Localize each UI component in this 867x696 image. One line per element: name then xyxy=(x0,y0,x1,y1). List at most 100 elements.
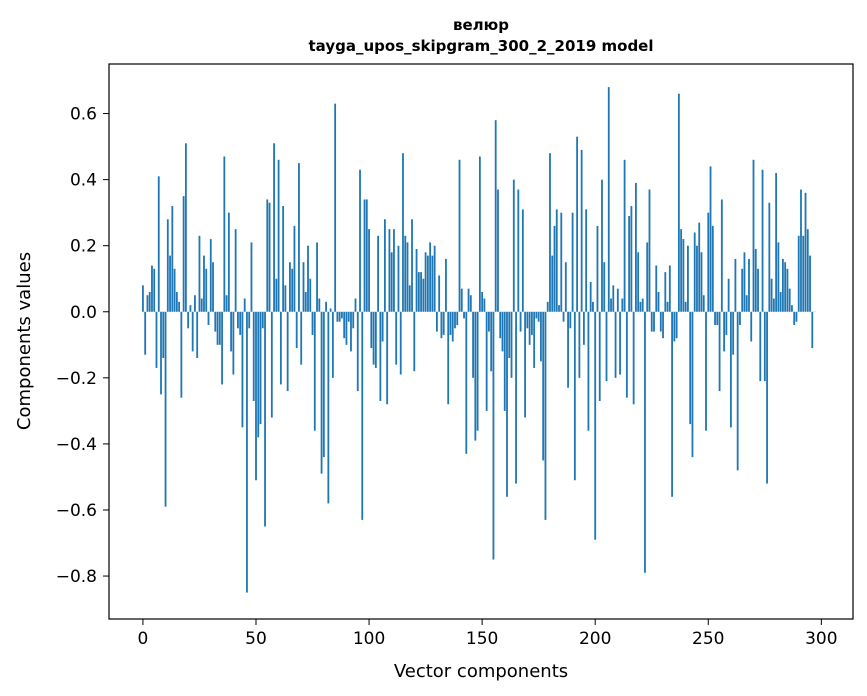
bar xyxy=(372,311,375,365)
x-axis: 0 50 100 150 200 250 300 xyxy=(138,619,838,649)
bar xyxy=(194,295,196,312)
y-tick-label: −0.2 xyxy=(56,369,97,389)
bar xyxy=(336,311,339,322)
y-tick-label: 0.4 xyxy=(70,171,97,191)
bar xyxy=(248,311,251,329)
y-tick-label: −0.4 xyxy=(56,435,97,455)
bar xyxy=(644,311,646,573)
bar xyxy=(639,301,642,312)
bar xyxy=(587,311,590,431)
bar xyxy=(517,189,520,312)
bar xyxy=(791,305,793,312)
bar xyxy=(614,311,617,378)
chart-title-line2: tayga_upos_skipgram_300_2_2019 model xyxy=(309,37,654,55)
bar xyxy=(668,265,671,312)
bar xyxy=(537,311,540,322)
bar xyxy=(431,255,434,312)
bar xyxy=(616,288,619,312)
bar xyxy=(779,291,782,312)
bar xyxy=(307,245,309,312)
bar xyxy=(533,311,536,368)
bar xyxy=(601,179,603,312)
bar xyxy=(718,311,721,392)
y-tick-label: −0.8 xyxy=(56,567,97,587)
bar xyxy=(705,311,707,431)
bar xyxy=(230,311,233,352)
bar xyxy=(770,278,773,312)
y-tick-label: 0.0 xyxy=(70,303,97,323)
bar xyxy=(664,272,667,312)
bar xyxy=(413,311,416,372)
bar xyxy=(526,311,529,329)
bar xyxy=(277,159,280,312)
bar xyxy=(144,311,147,355)
bar xyxy=(304,291,307,312)
bar xyxy=(447,311,450,405)
bar xyxy=(478,156,481,312)
bar xyxy=(777,242,780,312)
bar xyxy=(343,311,346,339)
x-tick-label: 50 xyxy=(245,629,267,649)
bar xyxy=(623,159,626,312)
bar xyxy=(582,311,585,345)
bar xyxy=(261,311,264,329)
bar xyxy=(390,252,393,312)
bar xyxy=(184,143,187,312)
bar xyxy=(488,311,490,332)
bar xyxy=(673,311,676,342)
bar xyxy=(508,311,511,359)
x-tick-label: 0 xyxy=(138,629,149,649)
bar xyxy=(549,153,551,312)
bar xyxy=(619,311,621,375)
bar xyxy=(727,278,730,312)
bar xyxy=(759,311,762,382)
bar xyxy=(232,311,235,375)
bar xyxy=(628,215,631,312)
bar xyxy=(494,120,497,312)
x-tick-label: 150 xyxy=(466,629,498,649)
bar xyxy=(415,249,418,312)
bar xyxy=(768,202,771,312)
chart-title-line1: велюр xyxy=(453,16,509,34)
bar xyxy=(282,206,285,312)
bar xyxy=(573,311,576,481)
bar xyxy=(345,311,348,345)
bar xyxy=(540,311,542,362)
x-tick-label: 200 xyxy=(579,629,611,649)
bar xyxy=(560,212,563,312)
bar xyxy=(445,258,447,312)
bar xyxy=(797,235,800,312)
bar xyxy=(270,311,273,418)
bar xyxy=(142,285,144,312)
bar xyxy=(469,295,472,312)
y-tick-label: 0.6 xyxy=(70,105,97,125)
bar xyxy=(467,288,470,312)
bar xyxy=(524,311,526,418)
bar xyxy=(806,229,809,312)
bar xyxy=(259,311,262,425)
bar xyxy=(257,311,260,438)
bar xyxy=(635,182,637,312)
bar xyxy=(655,265,658,312)
bar xyxy=(411,219,413,312)
bar xyxy=(512,179,515,312)
bar xyxy=(221,311,223,385)
bar xyxy=(515,311,517,484)
bar xyxy=(300,311,303,365)
bar xyxy=(347,311,350,322)
bar xyxy=(268,202,271,312)
bar xyxy=(481,291,484,312)
bar xyxy=(714,311,716,325)
bar xyxy=(671,311,673,497)
bar xyxy=(682,239,685,312)
bar xyxy=(530,311,533,335)
bar xyxy=(311,311,314,335)
bar xyxy=(666,301,669,312)
bar xyxy=(646,242,649,312)
bar xyxy=(239,311,242,335)
bar xyxy=(370,311,373,349)
bar xyxy=(775,173,778,312)
bar xyxy=(218,311,221,345)
bar xyxy=(329,308,332,312)
bar xyxy=(499,311,502,339)
